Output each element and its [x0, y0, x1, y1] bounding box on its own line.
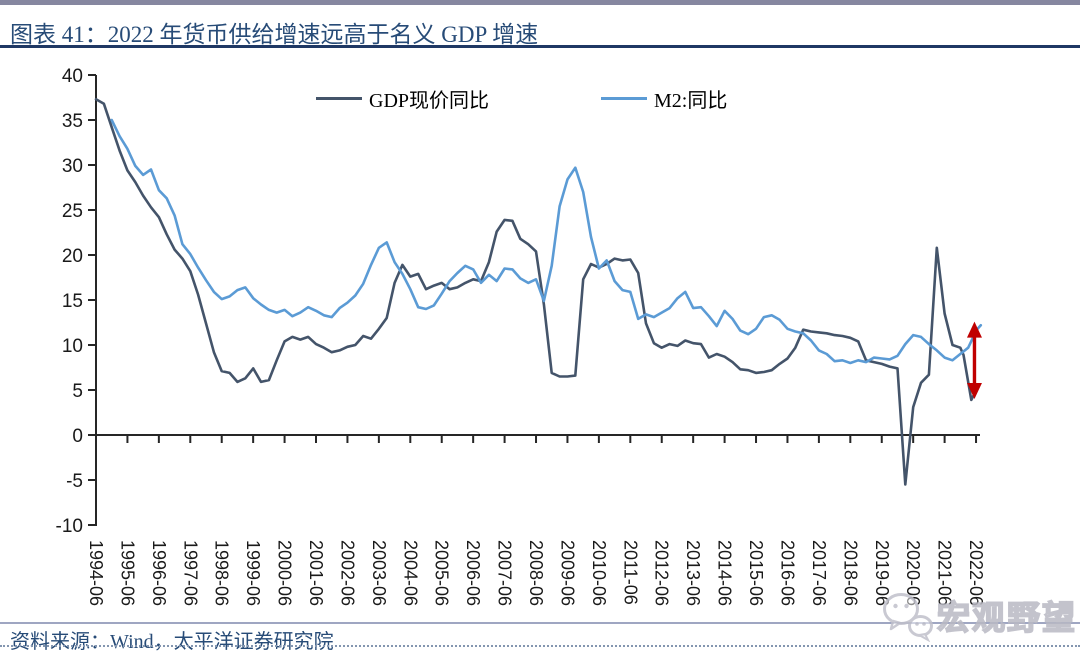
m2-line-sample-icon [601, 97, 647, 100]
svg-text:2007-06: 2007-06 [495, 540, 515, 606]
figure-title: 图表 41：2022 年货币供给增速远高于名义 GDP 增速 [10, 22, 539, 47]
svg-text:2019-06: 2019-06 [872, 540, 892, 606]
legend-label-m2: M2:同比 [654, 90, 728, 112]
gdp-series-line [94, 98, 978, 486]
svg-text:20: 20 [62, 246, 83, 267]
figure-bottom-rule [0, 622, 1080, 624]
svg-text:2020-06: 2020-06 [903, 540, 923, 606]
y-axis-labels: -10 -5 0 5 10 15 20 25 30 35 40 [56, 66, 83, 537]
m2-series-line [110, 118, 983, 365]
svg-text:2015-06: 2015-06 [746, 540, 766, 606]
svg-text:2013-06: 2013-06 [683, 540, 703, 606]
svg-text:2012-06: 2012-06 [652, 540, 672, 606]
svg-text:1999-06: 1999-06 [243, 540, 263, 606]
svg-text:2009-06: 2009-06 [557, 540, 577, 606]
svg-text:2005-06: 2005-06 [432, 540, 452, 606]
svg-text:1997-06: 1997-06 [180, 540, 200, 606]
svg-text:2011-06: 2011-06 [620, 540, 640, 605]
svg-text:35: 35 [62, 111, 83, 132]
svg-text:1995-06: 1995-06 [117, 540, 137, 606]
svg-text:2004-06: 2004-06 [400, 540, 420, 606]
svg-text:2000-06: 2000-06 [275, 540, 295, 606]
svg-text:5: 5 [72, 381, 83, 402]
gap-double-arrow [966, 321, 982, 399]
svg-text:30: 30 [62, 156, 83, 177]
top-divider-bar [0, 0, 1080, 5]
watermark-text: 宏观野望 [936, 598, 1077, 637]
svg-text:-10: -10 [56, 516, 83, 537]
svg-text:10: 10 [62, 336, 83, 357]
watermark: 宏观野望 [879, 588, 1077, 642]
svg-text:2003-06: 2003-06 [369, 540, 389, 606]
footer-dotted-rule [0, 645, 1080, 647]
title-underline [0, 45, 1080, 48]
legend-label-gdp: GDP现价同比 [369, 90, 490, 112]
svg-text:2002-06: 2002-06 [337, 540, 357, 606]
svg-text:0: 0 [72, 426, 83, 447]
svg-text:1994-06: 1994-06 [86, 540, 106, 606]
svg-text:1998-06: 1998-06 [212, 540, 232, 606]
axes [88, 74, 980, 526]
gdp-line-sample-icon [316, 97, 362, 100]
svg-text:2006-06: 2006-06 [463, 540, 483, 606]
svg-text:1996-06: 1996-06 [149, 540, 169, 606]
svg-text:2010-06: 2010-06 [589, 540, 609, 606]
svg-text:2022-06: 2022-06 [966, 540, 986, 606]
svg-text:2008-06: 2008-06 [526, 540, 546, 606]
svg-text:40: 40 [62, 66, 83, 87]
svg-text:2001-06: 2001-06 [306, 540, 326, 606]
source-note: 资料来源：Wind，太平洋证券研究院 [10, 631, 334, 653]
svg-text:2021-06: 2021-06 [935, 540, 955, 606]
svg-text:2017-06: 2017-06 [809, 540, 829, 606]
svg-text:2016-06: 2016-06 [777, 540, 797, 606]
svg-text:2014-06: 2014-06 [715, 540, 735, 606]
wechat-logo-icon [883, 593, 933, 642]
svg-text:15: 15 [62, 291, 83, 312]
legend-item-gdp: GDP现价同比 [316, 84, 489, 113]
svg-text:2018-06: 2018-06 [840, 540, 860, 606]
svg-text:25: 25 [62, 201, 83, 222]
svg-text:-5: -5 [66, 471, 83, 492]
legend-item-m2: M2:同比 [601, 84, 727, 113]
x-axis-labels: 1994-06 1995-06 1996-06 1997-06 1998-06 1999-… [86, 540, 986, 606]
